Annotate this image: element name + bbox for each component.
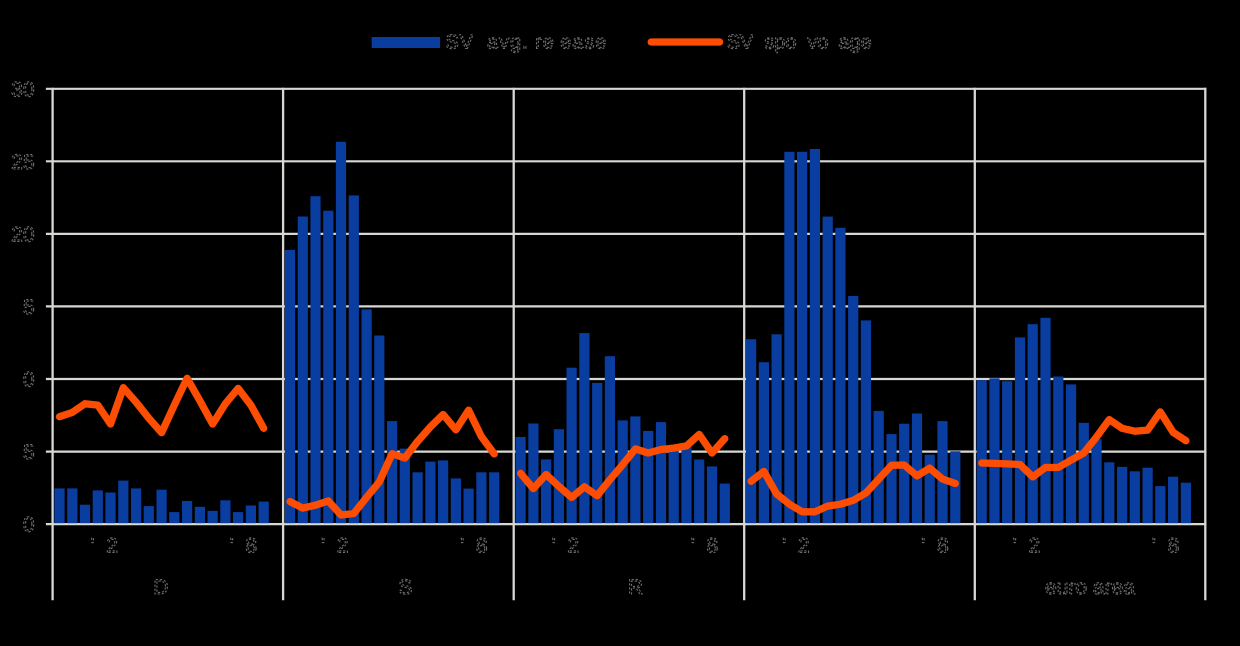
svg-text:0: 0 [23,514,35,537]
svg-text:25: 25 [11,151,34,174]
svg-text:DE: DE [153,576,182,599]
svg-text:ES: ES [384,576,412,599]
svg-text:'12: '12 [321,535,348,558]
svg-text:'12: '12 [91,535,118,558]
svg-text:'12: '12 [1013,535,1040,558]
svg-text:20: 20 [11,223,34,246]
svg-text:'18: '18 [230,535,257,558]
svg-text:IT: IT [850,576,869,599]
svg-text:'12: '12 [552,535,579,558]
svg-text:5: 5 [23,441,35,464]
svg-text:SVI avg. release: SVI avg. release [445,31,606,53]
svg-text:'18: '18 [460,535,487,558]
svg-text:SVI spot voltage: SVI spot voltage [727,31,872,53]
svg-text:15: 15 [11,296,34,319]
svg-text:'18: '18 [691,535,718,558]
svg-text:'12: '12 [782,535,809,558]
svg-text:30: 30 [11,78,34,101]
svg-text:FR: FR [615,576,643,599]
svg-text:10: 10 [11,369,34,392]
svg-text:euro area: euro area [1045,576,1135,599]
svg-text:'18: '18 [921,535,948,558]
svg-text:'18: '18 [1152,535,1179,558]
